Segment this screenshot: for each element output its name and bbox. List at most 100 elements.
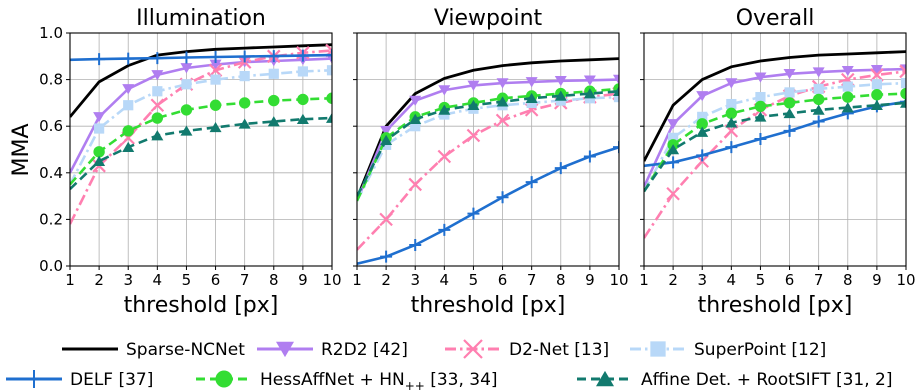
x-tick-label: 9: [872, 271, 882, 289]
series-line: [644, 67, 906, 188]
legend-marker: [650, 341, 666, 357]
series-markers: [380, 85, 619, 145]
series-line: [70, 53, 332, 62]
data-point: [94, 123, 105, 134]
data-point: [437, 149, 452, 164]
x-tick-label: 7: [527, 271, 537, 289]
data-point: [151, 70, 164, 81]
series-markers: [94, 65, 332, 134]
x-tick-label: 9: [585, 271, 595, 289]
x-tick-label: 4: [440, 271, 450, 289]
data-point: [380, 126, 393, 137]
data-point: [379, 212, 393, 227]
x-tick-label: 4: [727, 271, 737, 289]
x-tick-label: 4: [153, 271, 163, 289]
data-point: [122, 141, 135, 152]
data-point: [583, 75, 596, 86]
data-point: [871, 89, 883, 101]
series-markers: [380, 74, 619, 137]
x-tick-label: 2: [668, 271, 678, 289]
data-point: [151, 52, 164, 65]
data-point: [238, 118, 251, 129]
data-point: [900, 77, 906, 89]
data-point: [93, 112, 106, 123]
data-point: [525, 176, 538, 189]
data-point: [380, 250, 393, 263]
data-point: [438, 223, 451, 236]
data-point: [466, 128, 481, 143]
data-point: [151, 130, 164, 141]
data-point: [525, 77, 538, 88]
data-point: [697, 111, 708, 122]
series-group: [357, 57, 619, 265]
legend-item: DELF [37]: [6, 370, 153, 390]
data-point: [554, 162, 567, 175]
x-axis-label: threshold [px]: [411, 293, 566, 318]
series-line: [644, 70, 906, 239]
data-point: [410, 121, 421, 132]
data-point: [267, 50, 280, 63]
data-point: [122, 125, 134, 137]
data-point: [725, 107, 738, 120]
plot-frame: [356, 32, 620, 267]
data-point: [208, 63, 223, 78]
data-point: [525, 92, 538, 104]
y-tick-label: 0.6: [39, 117, 63, 135]
series-markers: [380, 141, 619, 263]
data-point: [613, 91, 619, 103]
series-group: [644, 50, 906, 239]
series-markers: [668, 77, 906, 143]
series-line: [70, 96, 332, 186]
data-point: [268, 94, 280, 107]
legend-item: Affine Det. + RootSIFT [31, 2]: [577, 370, 892, 390]
data-point: [180, 104, 193, 116]
data-point: [496, 78, 509, 89]
data-point: [899, 64, 906, 79]
data-point: [784, 87, 795, 98]
data-point: [696, 149, 709, 162]
data-point: [667, 119, 680, 130]
data-point: [754, 111, 767, 122]
legend-label: Affine Det. + RootSIFT [31, 2]: [641, 370, 892, 390]
data-point: [783, 107, 796, 119]
legend-marker: [276, 341, 294, 358]
x-axis-label: threshold [px]: [698, 293, 853, 318]
data-point: [812, 93, 825, 106]
data-point: [613, 74, 619, 85]
x-tick-label: 9: [298, 271, 308, 289]
data-point: [754, 133, 767, 146]
x-tick-label: 2: [94, 271, 104, 289]
data-point: [754, 72, 767, 83]
legend-item: Sparse-NCNet: [62, 340, 245, 360]
series-line: [644, 81, 906, 193]
data-point: [467, 207, 480, 220]
x-tick-label: 8: [556, 271, 566, 289]
series-markers: [667, 97, 906, 155]
data-point: [409, 113, 422, 125]
legend-item: R2D2 [42]: [257, 340, 408, 360]
series-group: [70, 43, 332, 225]
data-point: [813, 83, 824, 95]
x-axis-label: threshold [px]: [124, 293, 279, 318]
x-tick-label: 6: [211, 271, 221, 289]
series-line: [357, 145, 619, 265]
legend-label: D2-Net [13]: [509, 340, 609, 360]
x-tick-label: 1: [352, 271, 362, 289]
y-tick-label: 0.2: [39, 210, 63, 228]
data-point: [180, 51, 193, 64]
x-tick-label: 10: [609, 271, 628, 289]
x-tick-label: 5: [182, 271, 192, 289]
panel-overall: Overall threshold [px] 1 2 3 4 5 6 7 8 9 10: [639, 6, 915, 318]
data-point: [296, 49, 309, 62]
legend-item: HessAffNet + HN++ [33, 34]: [196, 370, 498, 390]
data-point: [296, 113, 309, 125]
data-point: [123, 100, 134, 111]
data-point: [495, 113, 510, 128]
data-point: [496, 191, 509, 204]
series-line: [644, 100, 906, 168]
series-line: [357, 87, 619, 202]
data-point: [870, 68, 884, 82]
data-point: [380, 134, 393, 145]
x-tick-label: 7: [814, 271, 824, 289]
